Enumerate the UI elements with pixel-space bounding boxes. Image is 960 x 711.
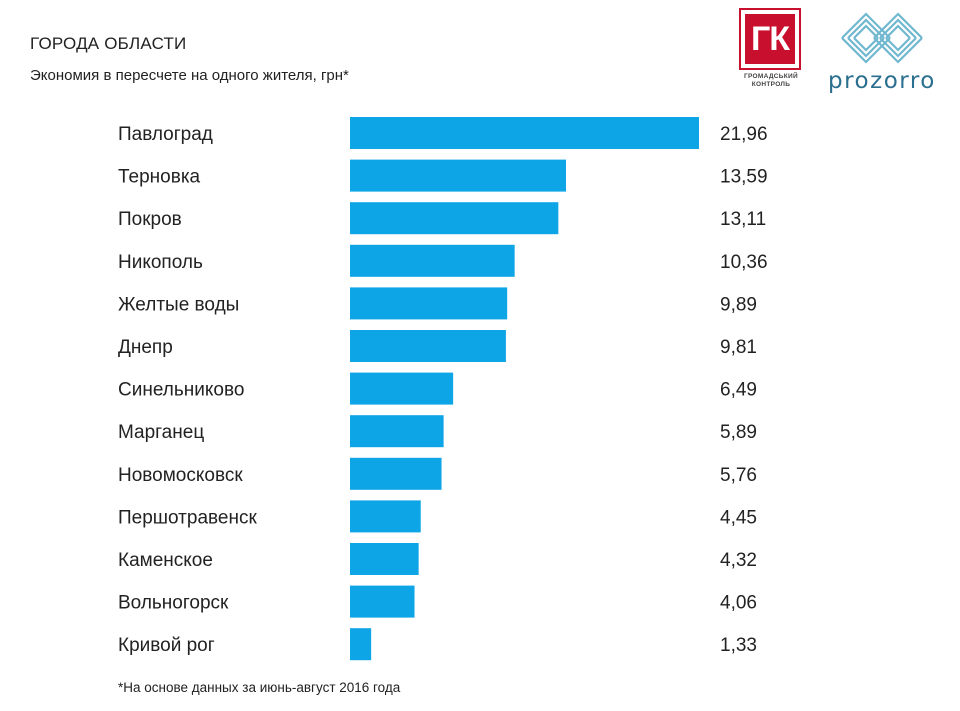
gk-logo-frame: ГК xyxy=(739,8,801,70)
chart-subtitle: Экономия в пересчете на одного жителя, г… xyxy=(30,67,349,84)
category-label: Днепр xyxy=(118,337,173,358)
value-label: 1,33 xyxy=(720,635,757,656)
prozorro-emblem-icon xyxy=(841,12,923,64)
value-label: 13,11 xyxy=(720,209,766,230)
value-label: 4,06 xyxy=(720,593,757,614)
value-label: 13,59 xyxy=(720,167,768,188)
bar xyxy=(350,244,515,277)
value-label: 6,49 xyxy=(720,380,757,401)
bar xyxy=(350,330,506,362)
category-label: Терновка xyxy=(118,167,201,188)
gk-logo-letters: ГК xyxy=(745,14,795,64)
value-label: 10,36 xyxy=(720,252,768,273)
gk-caption-line2: КОНТРОЛЬ xyxy=(751,80,791,88)
category-label: Новомосковск xyxy=(118,465,243,486)
value-label: 9,89 xyxy=(720,294,757,315)
bar xyxy=(350,543,419,575)
category-label: Синельниково xyxy=(118,380,244,401)
category-label: Марганец xyxy=(118,422,204,443)
category-label: Желтые воды xyxy=(118,294,239,315)
bar xyxy=(350,500,421,533)
value-label: 21,96 xyxy=(720,124,768,145)
bar xyxy=(350,457,442,490)
footnote: *На основе данных за июнь-август 2016 го… xyxy=(118,680,401,695)
bar xyxy=(350,159,566,192)
category-label: Вольногорск xyxy=(118,593,229,614)
category-label: Першотравенск xyxy=(118,507,257,528)
gk-caption-line1: ГРОМАДСЬКИЙ xyxy=(744,73,798,80)
bar xyxy=(350,287,508,320)
bar xyxy=(350,202,559,235)
value-label: 4,45 xyxy=(720,507,757,528)
value-label: 5,76 xyxy=(720,465,757,486)
bar xyxy=(350,585,415,618)
bar xyxy=(350,117,699,149)
prozorro-logo: prozorro xyxy=(826,8,938,94)
value-label: 5,89 xyxy=(720,422,757,443)
gromadskyi-kontrol-logo: ГК ГРОМАДСЬКИЙ КОНТРОЛЬ xyxy=(739,8,803,90)
gk-logo-caption: ГРОМАДСЬКИЙ КОНТРОЛЬ xyxy=(739,73,803,88)
category-label: Кривой рог xyxy=(118,635,215,656)
category-label: Покров xyxy=(118,209,182,230)
category-label: Каменское xyxy=(118,550,213,571)
chart-title: ГОРОДА ОБЛАСТИ xyxy=(30,34,187,53)
category-label: Павлоград xyxy=(118,124,213,145)
category-label: Никополь xyxy=(118,252,203,273)
bar xyxy=(350,415,444,448)
bar xyxy=(350,372,454,405)
prozorro-wordmark: prozorro xyxy=(828,68,936,94)
value-label: 4,32 xyxy=(720,550,757,571)
value-label: 9,81 xyxy=(720,337,757,358)
bar xyxy=(350,628,372,661)
